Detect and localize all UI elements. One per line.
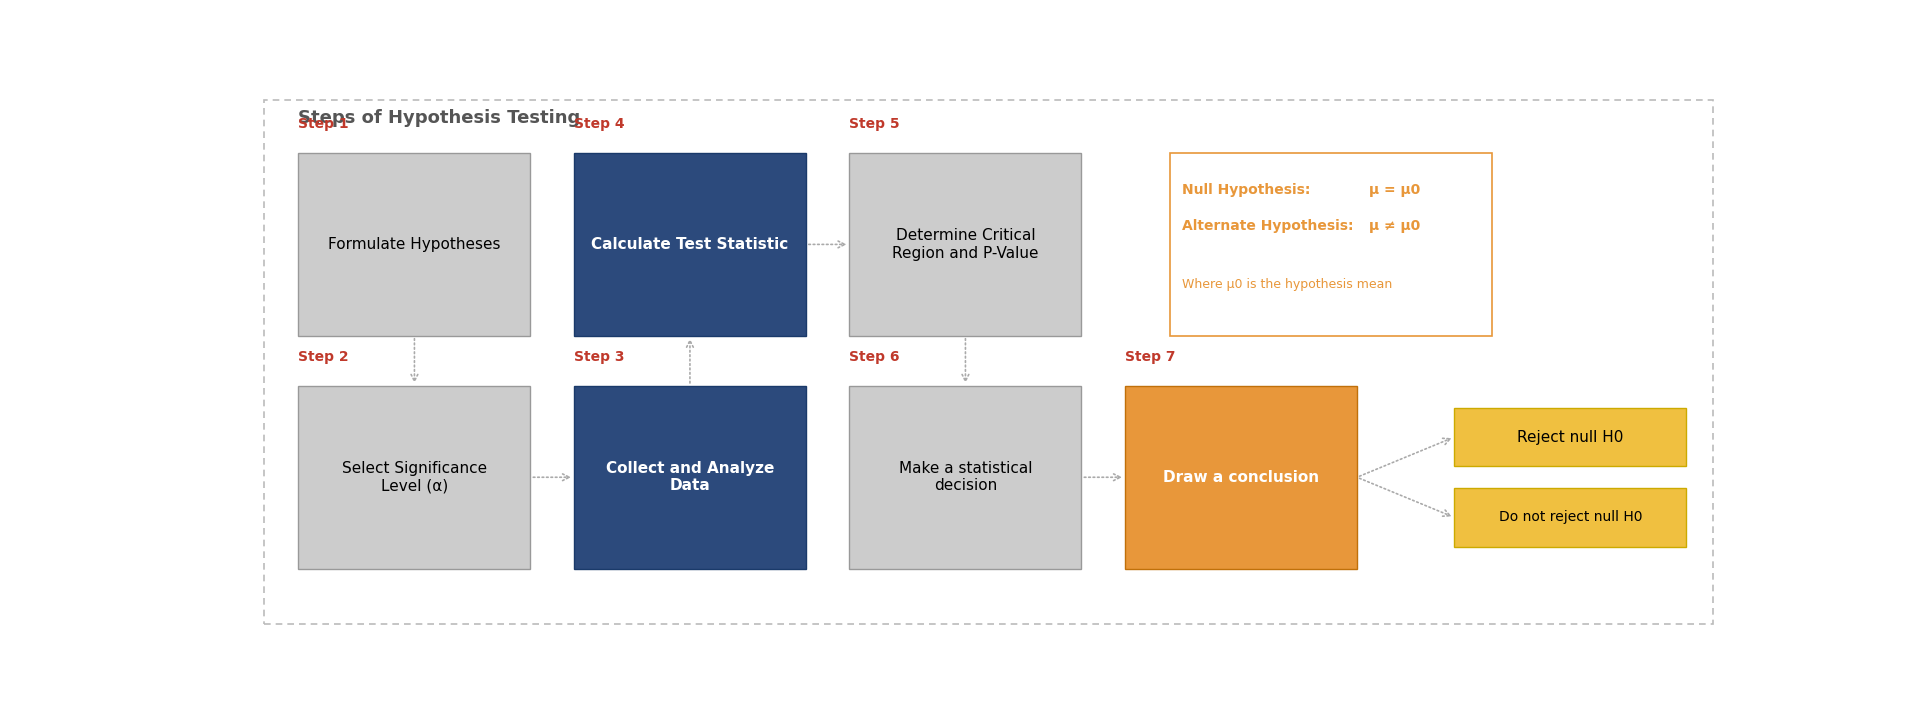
Text: Null Hypothesis:: Null Hypothesis: xyxy=(1182,182,1310,197)
Text: Step 1: Step 1 xyxy=(298,117,350,131)
Bar xyxy=(574,386,806,569)
Text: Step 5: Step 5 xyxy=(850,117,900,131)
Text: Step 2: Step 2 xyxy=(298,350,350,364)
Bar xyxy=(1455,408,1687,466)
Text: Steps of Hypothesis Testing: Steps of Hypothesis Testing xyxy=(298,109,582,127)
Text: Formulate Hypotheses: Formulate Hypotheses xyxy=(328,237,500,252)
Text: Step 7: Step 7 xyxy=(1124,350,1175,364)
Text: Make a statistical
decision: Make a statistical decision xyxy=(898,461,1032,493)
Bar xyxy=(574,153,806,336)
Text: Reject null H0: Reject null H0 xyxy=(1517,430,1623,444)
Bar xyxy=(1171,153,1492,336)
Bar xyxy=(850,153,1082,336)
Text: Where μ0 is the hypothesis mean: Where μ0 is the hypothesis mean xyxy=(1182,278,1393,291)
Text: Step 4: Step 4 xyxy=(574,117,624,131)
FancyBboxPatch shape xyxy=(265,100,1714,624)
Bar xyxy=(298,153,531,336)
Text: μ ≠ μ0: μ ≠ μ0 xyxy=(1370,219,1420,233)
Text: Collect and Analyze
Data: Collect and Analyze Data xyxy=(607,461,775,493)
Text: Step 3: Step 3 xyxy=(574,350,624,364)
Text: Determine Critical
Region and P-Value: Determine Critical Region and P-Value xyxy=(893,228,1039,261)
Bar xyxy=(298,386,531,569)
Bar xyxy=(850,386,1082,569)
Bar xyxy=(1124,386,1356,569)
Text: Select Significance
Level (α): Select Significance Level (α) xyxy=(342,461,487,493)
Text: Alternate Hypothesis:: Alternate Hypothesis: xyxy=(1182,219,1352,233)
Text: μ = μ0: μ = μ0 xyxy=(1370,182,1420,197)
Text: Do not reject null H0: Do not reject null H0 xyxy=(1499,510,1642,524)
Bar xyxy=(1455,488,1687,546)
Text: Step 6: Step 6 xyxy=(850,350,900,364)
Text: Draw a conclusion: Draw a conclusion xyxy=(1163,469,1320,485)
Text: Calculate Test Statistic: Calculate Test Statistic xyxy=(591,237,788,252)
